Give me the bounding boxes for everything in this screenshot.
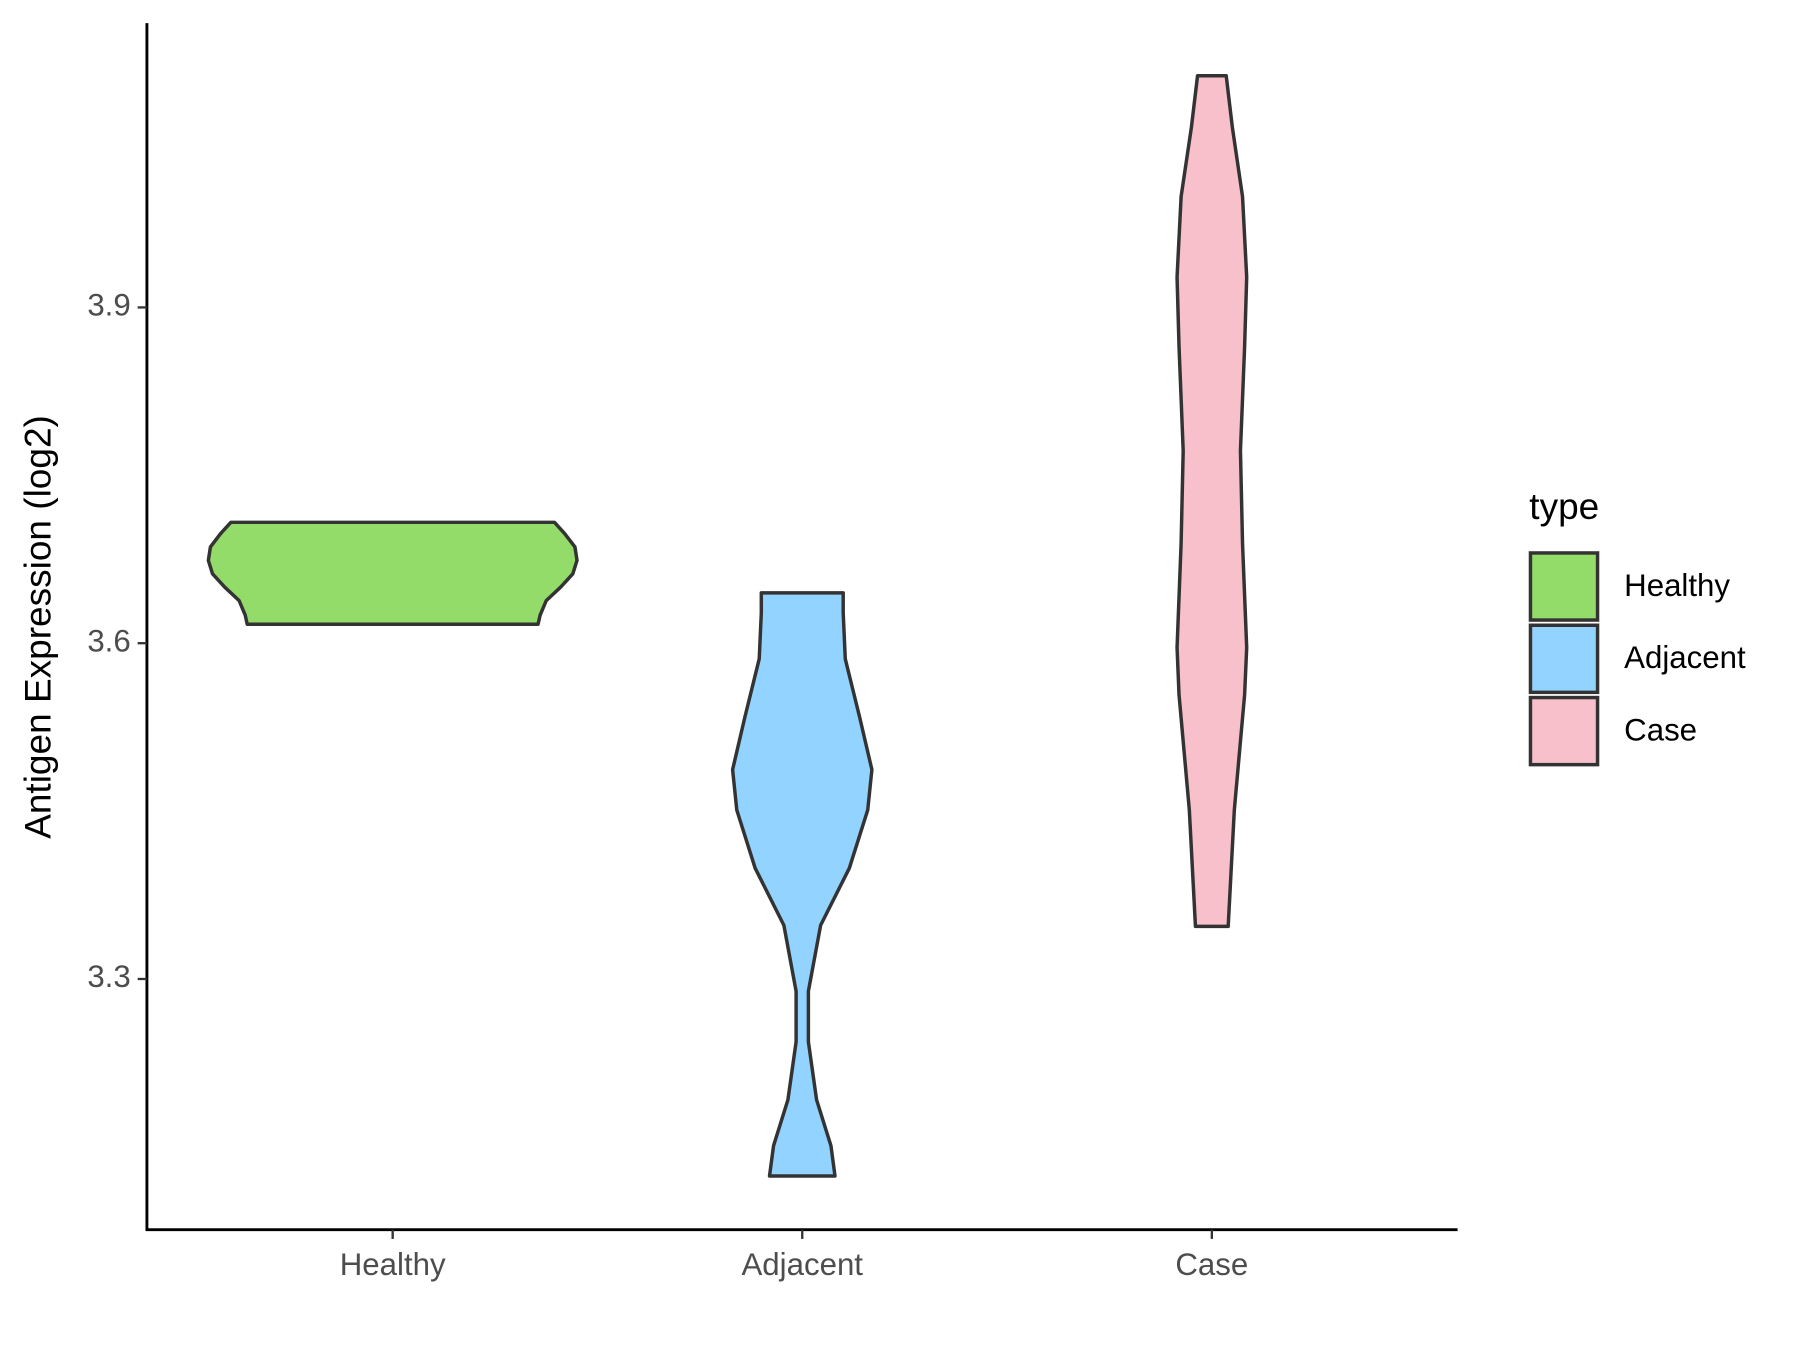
legend-key bbox=[1528, 623, 1600, 695]
y-tick-label: 3.9 bbox=[87, 288, 130, 323]
violin bbox=[206, 520, 579, 626]
x-tick-label: Healthy bbox=[340, 1247, 446, 1282]
y-axis-title: Antigen Expression (log2) bbox=[16, 415, 58, 839]
violin bbox=[1175, 74, 1249, 929]
legend-key bbox=[1528, 695, 1600, 767]
x-tick-label: Case bbox=[1175, 1247, 1248, 1282]
legend-title: type bbox=[1529, 485, 1599, 527]
y-tick-label: 3.3 bbox=[87, 959, 130, 994]
x-tick-label: Adjacent bbox=[741, 1247, 863, 1282]
legend-label: Healthy bbox=[1624, 568, 1730, 603]
legend-label: Case bbox=[1624, 713, 1697, 748]
legend-label: Adjacent bbox=[1624, 640, 1746, 675]
y-tick-label: 3.6 bbox=[87, 623, 130, 658]
legend-key bbox=[1528, 551, 1600, 622]
violin bbox=[730, 591, 874, 1178]
